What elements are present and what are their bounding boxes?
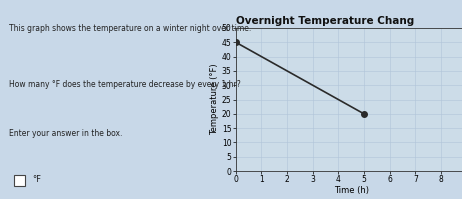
Text: °F: °F <box>32 175 41 184</box>
Text: Overnight Temperature Chang: Overnight Temperature Chang <box>236 16 414 26</box>
Text: Enter your answer in the box.: Enter your answer in the box. <box>9 129 122 138</box>
Y-axis label: Temperature (°F): Temperature (°F) <box>210 64 219 135</box>
Text: This graph shows the temperature on a winter night over time.: This graph shows the temperature on a wi… <box>9 24 251 33</box>
Text: How many °F does the temperature decrease by every 1 hr?: How many °F does the temperature decreas… <box>9 80 241 89</box>
X-axis label: Time (h): Time (h) <box>334 186 369 195</box>
